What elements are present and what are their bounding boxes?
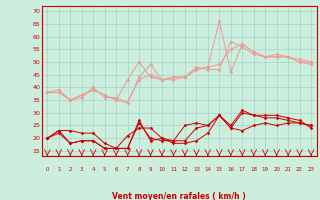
X-axis label: Vent moyen/en rafales ( km/h ): Vent moyen/en rafales ( km/h ) [112, 192, 246, 200]
